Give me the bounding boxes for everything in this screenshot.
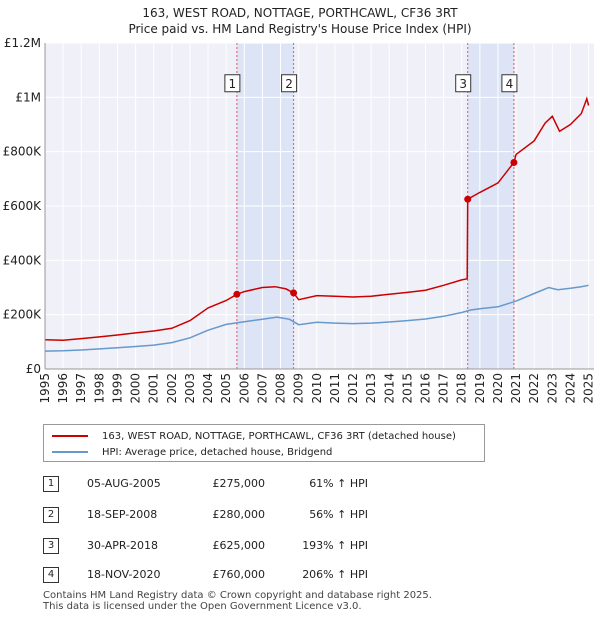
transaction-number: 3 [43, 538, 59, 554]
price-chart: 1 2 3 4 £0 £200K £400K £600K £800K £1M £1.2M 1995 19… [3, 36, 596, 404]
transaction-date: 18-SEP-2008 [87, 508, 158, 521]
x-tick-label: 2006 [237, 373, 251, 404]
transaction-point [510, 159, 518, 167]
hpi-line [44, 284, 589, 352]
transaction-price: £280,000 [212, 508, 266, 521]
transaction-price: £625,000 [212, 539, 266, 552]
transaction-marker: 1 [224, 74, 241, 93]
x-tick-label: 1998 [92, 373, 106, 404]
x-tick-label: 1996 [56, 373, 70, 404]
transaction-hpi: 61% ↑ HPI [309, 477, 368, 490]
x-tick-label: 2016 [418, 373, 432, 404]
marker-label: 2 [285, 77, 293, 91]
y-tick-label: £800K [3, 145, 43, 159]
transaction-hpi: 206% ↑ HPI [302, 568, 368, 581]
footer-licence: This data is licensed under the Open Gov… [43, 601, 362, 612]
marker-box [281, 74, 298, 93]
x-tick-label: 1997 [74, 373, 88, 404]
legend-label-hpi: HPI: Average price, detached house, Brid… [102, 446, 333, 458]
x-tick-label: 2025 [582, 373, 596, 404]
x-tick-label: 2021 [509, 373, 523, 404]
transaction-number: 1 [43, 476, 59, 492]
transaction-point [464, 195, 472, 203]
x-tick-label: 1995 [38, 373, 52, 404]
transaction-point [290, 289, 298, 297]
x-tick-label: 2000 [129, 373, 143, 404]
x-tick-label: 2011 [328, 373, 342, 404]
marker-label: 4 [506, 77, 514, 91]
x-tick-label: 2013 [364, 373, 378, 404]
transaction-number: 2 [43, 507, 59, 523]
x-tick-label: 2010 [310, 373, 324, 404]
legend: 163, WEST ROAD, NOTTAGE, PORTHCAWL, CF36… [43, 424, 485, 462]
x-tick-label: 2015 [400, 373, 414, 404]
x-tick-label: 2008 [274, 373, 288, 404]
transaction-price: £760,000 [212, 568, 266, 581]
x-tick-label: 2014 [382, 373, 396, 404]
x-tick-label: 2017 [437, 373, 451, 404]
transaction-price: £275,000 [212, 477, 266, 490]
y-tick-label: £600K [3, 199, 43, 213]
x-tick-label: 2005 [219, 373, 233, 404]
transaction-marker: 3 [455, 74, 472, 93]
x-tick-label: 2004 [201, 373, 215, 404]
x-tick-label: 2012 [346, 373, 360, 404]
marker-label: 3 [459, 77, 467, 91]
legend-swatch-property [52, 435, 88, 437]
transaction-marker: 4 [501, 74, 518, 93]
x-tick-label: 2018 [455, 373, 469, 404]
x-tick-label: 2007 [255, 373, 269, 404]
y-tick-label: £400K [3, 253, 43, 267]
x-tick-label: 2023 [545, 373, 559, 404]
x-tick-label: 2001 [147, 373, 161, 404]
x-tick-label: 2024 [563, 373, 577, 404]
footer-copyright: Contains HM Land Registry data © Crown c… [43, 590, 432, 601]
x-tick-label: 1999 [110, 373, 124, 404]
x-tick-label: 2003 [183, 373, 197, 404]
legend-item-hpi: HPI: Average price, detached house, Brid… [52, 445, 332, 459]
x-tick-label: 2009 [292, 373, 306, 404]
legend-label-property: 163, WEST ROAD, NOTTAGE, PORTHCAWL, CF36… [102, 430, 456, 442]
transaction-hpi: 56% ↑ HPI [309, 508, 368, 521]
x-tick-label: 2020 [491, 373, 505, 404]
legend-item-property: 163, WEST ROAD, NOTTAGE, PORTHCAWL, CF36… [52, 429, 456, 443]
marker-box [224, 74, 241, 93]
x-tick-label: 2022 [527, 373, 541, 404]
transaction-marker: 2 [281, 74, 298, 93]
chart-subtitle: Price paid vs. HM Land Registry's House … [128, 22, 472, 36]
x-tick-label: 2019 [473, 373, 487, 404]
y-tick-label: £200K [3, 308, 43, 322]
property-price-line [44, 96, 590, 341]
transaction-number: 4 [43, 567, 59, 583]
transaction-date: 30-APR-2018 [87, 539, 159, 552]
y-tick-label: £1.2M [4, 36, 41, 50]
marker-box [455, 74, 472, 93]
marker-label: 1 [229, 77, 237, 91]
transaction-date: 18-NOV-2020 [87, 568, 161, 581]
x-tick-label: 2002 [165, 373, 179, 404]
y-tick-label: £1M [15, 90, 41, 104]
transaction-hpi: 193% ↑ HPI [302, 539, 368, 552]
y-tick-label: £0 [26, 362, 41, 376]
marker-box [501, 74, 518, 93]
transaction-point [233, 290, 241, 298]
legend-swatch-hpi [52, 451, 88, 453]
transaction-date: 05-AUG-2005 [87, 477, 161, 490]
chart-title: 163, WEST ROAD, NOTTAGE, PORTHCAWL, CF36… [142, 6, 458, 20]
